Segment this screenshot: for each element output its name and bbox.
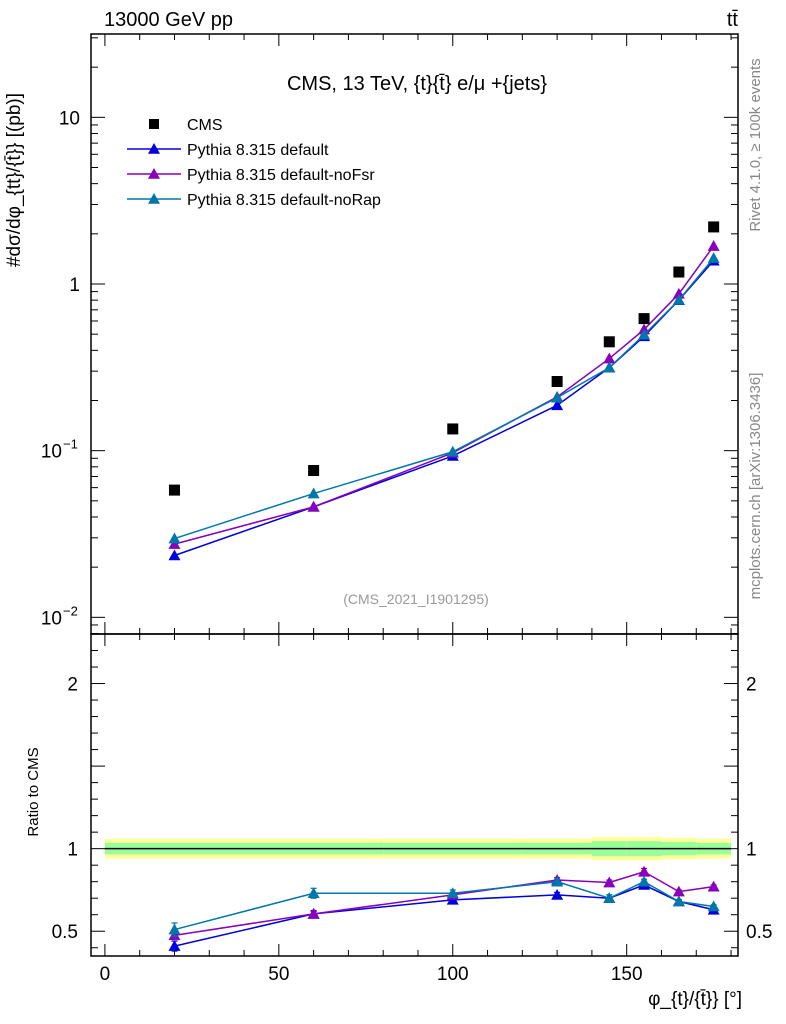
legend-label: Pythia 8.315 default [187, 142, 329, 159]
legend-marker [148, 193, 160, 204]
header-process-label: tt̄ [727, 9, 739, 31]
series-marker-main [551, 399, 564, 411]
series-marker-main [168, 532, 181, 544]
y-axis-label-main: #dσ/dφ_{tt}/{t̄}} [(pb)] [4, 93, 25, 267]
series-marker-ratio [168, 923, 181, 935]
series-marker-ratio [307, 907, 320, 919]
chart-title: CMS, 13 TeV, {t}{t̄} e/μ +{jets} [287, 73, 547, 95]
series-marker-ratio [672, 895, 685, 907]
y-axis-label-ratio: Ratio to CMS [25, 747, 42, 836]
series-marker-ratio [707, 880, 720, 892]
x-tick-label: 150 [611, 964, 643, 985]
y-tick-label-ratio-right: 1 [746, 840, 757, 861]
series-marker-main [672, 293, 685, 305]
series-line-ratio [174, 870, 714, 937]
series-marker-ratio [603, 876, 616, 888]
legend-label-cms: CMS [187, 117, 223, 134]
data-point [603, 336, 615, 348]
data-point [168, 484, 180, 496]
series-marker-main [638, 328, 651, 340]
data-series-cms [168, 221, 720, 496]
data-point [551, 376, 563, 388]
series-layer [168, 221, 720, 952]
series-marker-ratio [638, 865, 651, 877]
series-line-ratio [174, 880, 714, 931]
data-point [447, 423, 459, 435]
series-marker-main [603, 352, 616, 364]
legend-label: Pythia 8.315 default-noRap [187, 192, 381, 209]
ratio-panel-frame [90, 633, 739, 957]
header-energy-label: 13000 GeV pp [104, 9, 233, 31]
series-marker-main [168, 538, 181, 549]
series-marker-main [707, 252, 720, 263]
series-marker-main [307, 487, 320, 499]
y-tick-label-ratio: 0.5 [52, 922, 78, 943]
legend-label: Pythia 8.315 default-noFsr [187, 167, 375, 184]
data-point [308, 465, 320, 477]
y-tick-label-ratio: 2 [67, 675, 78, 696]
y-tick-label-main: 1 [69, 275, 80, 296]
y-tick-exponent-main: −2 [63, 603, 78, 618]
series-marker-main [168, 549, 181, 561]
mcplots-label: mcplots.cern.ch [arXiv:1306.3436] [747, 373, 764, 600]
x-tick-label: 0 [100, 964, 111, 985]
series-marker-ratio [551, 888, 564, 900]
series-marker-main [551, 391, 564, 403]
legend-marker [148, 168, 160, 179]
legend: CMS Pythia 8.315 default Pythia 8.315 defa… [127, 117, 381, 209]
series-marker-ratio [551, 875, 564, 887]
series-line-main [174, 260, 715, 557]
y-tick-label-ratio: 1 [67, 840, 78, 861]
series-marker-main [707, 240, 720, 251]
series-marker-ratio [168, 940, 181, 951]
analysis-id: (CMS_2021_I1901295) [343, 591, 489, 607]
y-tick-label-ratio-right: 2 [746, 675, 757, 696]
series-line-main [174, 245, 715, 545]
uncertainty-bands [104, 837, 732, 861]
x-axis-label: φ_{t}/{t̄}} [°] [648, 989, 742, 1010]
series-marker-ratio [672, 885, 685, 897]
series-2 [168, 252, 720, 937]
legend-marker-cms [149, 119, 159, 129]
x-tick-label: 100 [437, 964, 469, 985]
series-marker-ratio [446, 887, 459, 899]
data-point [638, 313, 650, 325]
series-marker-ratio [603, 892, 616, 904]
data-point [708, 221, 720, 233]
data-point [673, 266, 685, 278]
series-marker-main [307, 500, 320, 512]
y-tick-label-main: 10 [41, 608, 62, 629]
series-marker-ratio [707, 900, 720, 912]
series-marker-ratio [307, 887, 320, 899]
rivet-version-label: Rivet 4.1.0, ≥ 100k events [747, 58, 764, 231]
series-marker-main [603, 361, 616, 373]
y-tick-label-main: 10 [59, 108, 80, 129]
y-tick-exponent-main: −1 [63, 437, 78, 452]
series-marker-main [446, 445, 459, 457]
y-tick-label-main: 10 [41, 442, 62, 463]
series-line-ratio [174, 884, 714, 947]
legend-marker [148, 143, 160, 154]
x-tick-label: 50 [268, 964, 289, 985]
y-tick-label-ratio-right: 0.5 [746, 922, 772, 943]
series-line-main [174, 257, 715, 540]
series-marker-ratio [638, 875, 651, 887]
